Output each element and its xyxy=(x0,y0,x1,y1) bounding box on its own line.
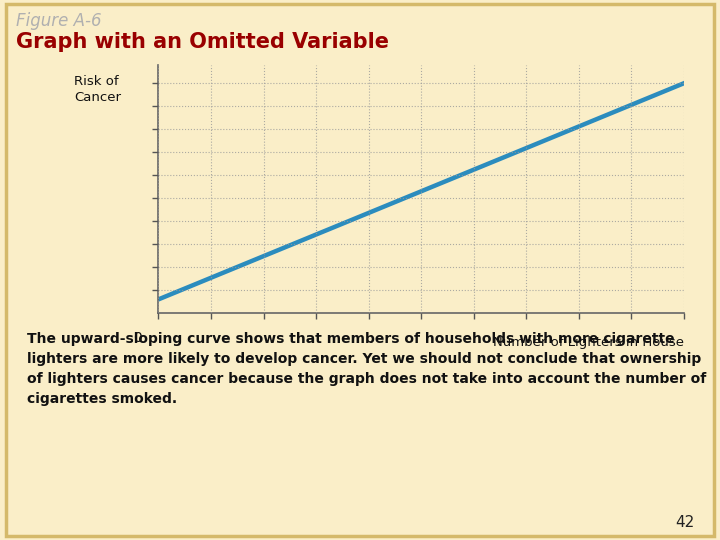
Text: Graph with an Omitted Variable: Graph with an Omitted Variable xyxy=(16,32,389,52)
Text: The upward-sloping curve shows that members of households with more cigarette
li: The upward-sloping curve shows that memb… xyxy=(27,332,706,406)
Text: Risk of
Cancer: Risk of Cancer xyxy=(74,75,121,104)
Text: Figure A-6: Figure A-6 xyxy=(16,12,102,30)
Text: 0: 0 xyxy=(133,330,142,345)
Text: 42: 42 xyxy=(675,515,695,530)
Text: Number of Lighters in House: Number of Lighters in House xyxy=(493,335,684,348)
